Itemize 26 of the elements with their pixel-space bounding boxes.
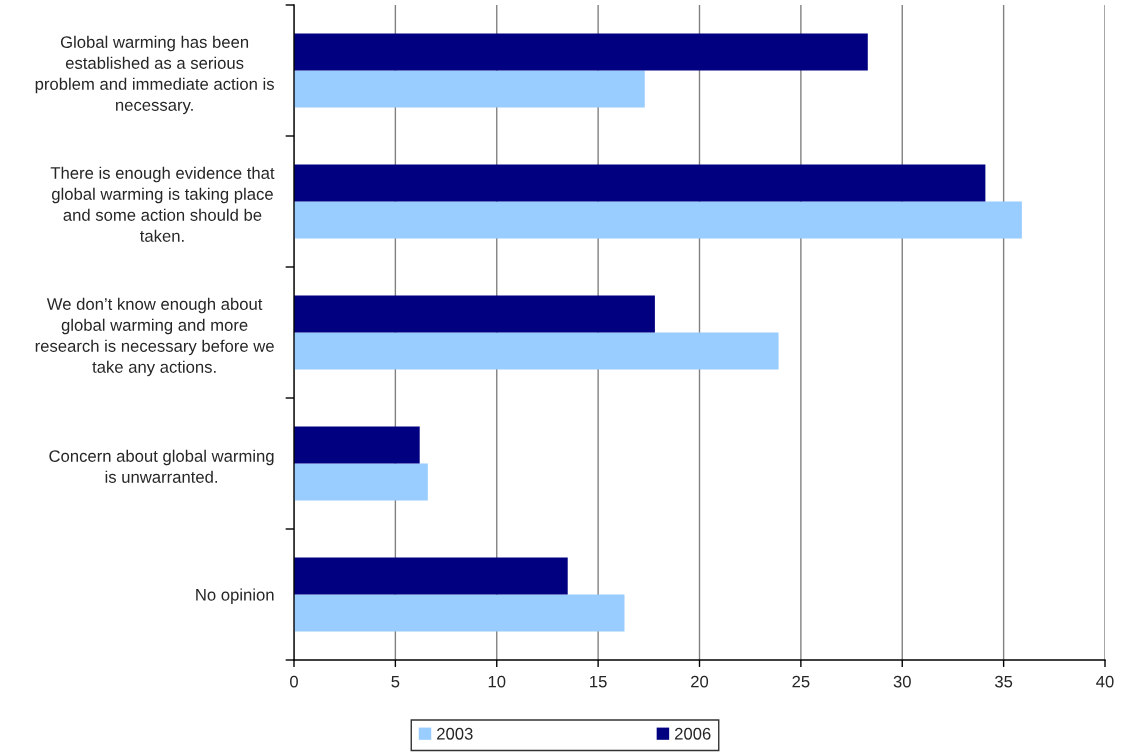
legend-label: 2006 — [675, 727, 711, 740]
y-tick-label: Global warming has been established as a serious problem and immediate action is necessary. — [35, 35, 274, 115]
y-tick-label: Concern about global warming is unwarranted. — [49, 449, 274, 483]
bar — [294, 33, 868, 71]
x-tick-label: 30 — [893, 675, 911, 688]
bar — [294, 332, 779, 370]
bar — [294, 557, 568, 595]
x-tick-label: 0 — [290, 675, 298, 688]
y-tick-label: No opinion — [196, 588, 274, 604]
x-tick-label: 15 — [590, 675, 607, 688]
x-tick-label: 5 — [391, 675, 400, 688]
x-tick-label: 10 — [488, 675, 506, 688]
bar — [294, 426, 420, 464]
x-tick-label: 20 — [691, 675, 709, 688]
y-tick-label: There is enough evidence that global warming is taking place and some action should be taken. — [50, 166, 275, 242]
bar — [294, 201, 1022, 239]
bar — [294, 164, 986, 202]
y-tick-label: We don’t know enough about global warming and more research is necessary before we take any actions. — [35, 297, 274, 377]
x-tick-label: 25 — [792, 675, 810, 688]
bar — [294, 463, 428, 501]
x-tick-label: 40 — [1096, 675, 1114, 688]
legend-label: 2003 — [437, 727, 473, 740]
x-tick-label: 35 — [994, 675, 1013, 688]
bar — [294, 295, 655, 333]
bar — [294, 70, 645, 108]
bar — [294, 594, 625, 632]
